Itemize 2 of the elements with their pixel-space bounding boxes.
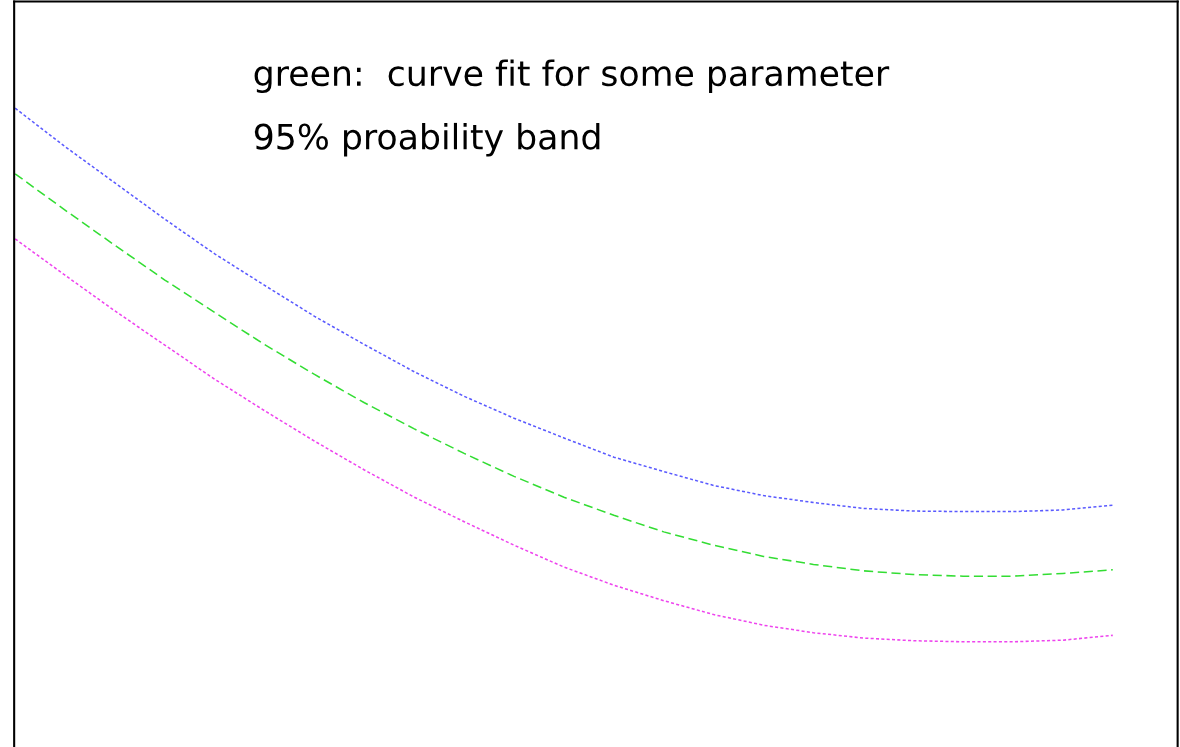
text: green: curve fit for some parameter (254, 59, 890, 93)
annotation: 95% proability band (254, 122, 600, 157)
